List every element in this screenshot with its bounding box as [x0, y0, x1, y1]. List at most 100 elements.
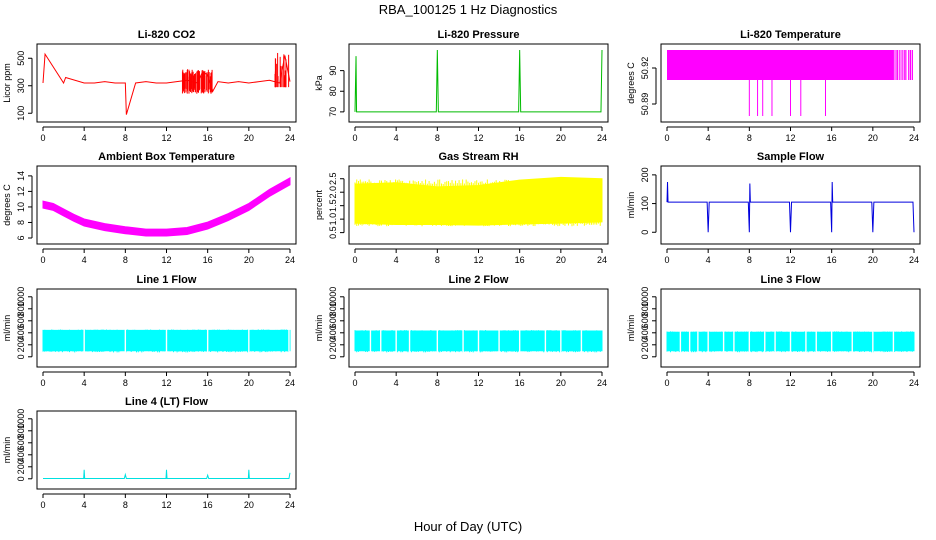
- y-tick-label: 1.5: [328, 199, 338, 212]
- plot-area: [42, 328, 291, 353]
- x-tick-label: 12: [161, 133, 171, 143]
- x-tick-label: 8: [747, 133, 752, 143]
- x-tick-label: 16: [515, 133, 525, 143]
- y-tick-label: 800: [328, 301, 338, 316]
- x-tick-label: 24: [285, 255, 295, 265]
- x-tick-label: 16: [827, 133, 837, 143]
- y-axis-label: kPa: [314, 75, 324, 91]
- y-tick-label: 6: [16, 235, 26, 240]
- plot-area: [354, 176, 603, 227]
- x-tick-label: 24: [909, 255, 919, 265]
- y-tick-label: 8: [16, 220, 26, 225]
- x-tick-label: 16: [203, 378, 213, 388]
- x-tick-label: 20: [244, 133, 254, 143]
- x-tick-label: 24: [597, 378, 607, 388]
- y-axis-label: degrees C: [626, 62, 636, 104]
- y-tick-label: 12: [16, 186, 26, 196]
- plot-frame: [348, 165, 609, 245]
- y-tick-label: 200: [16, 459, 26, 474]
- x-tick-label: 8: [123, 133, 128, 143]
- panel-sample_flow: Sample Flow ml/min 0 4 8 12 16 20 24 0 100 200: [626, 151, 921, 265]
- y-tick-label: 800: [640, 301, 650, 316]
- x-tick-label: 4: [394, 133, 399, 143]
- plot-area: [42, 52, 291, 115]
- x-tick-label: 20: [244, 255, 254, 265]
- y-tick-label: 400: [16, 325, 26, 340]
- y-axis-label: ml/min: [626, 192, 636, 219]
- y-axis-label: ml/min: [2, 437, 12, 464]
- x-tick-label: 12: [161, 500, 171, 510]
- plot-frame: [660, 288, 921, 368]
- x-tick-label: 16: [515, 378, 525, 388]
- x-tick-label: 0: [664, 255, 669, 265]
- y-tick-label: 600: [640, 313, 650, 328]
- x-tick-label: 8: [123, 378, 128, 388]
- plot-frame: [660, 165, 921, 245]
- y-tick-label: 1000: [16, 409, 26, 429]
- x-tick-label: 16: [203, 255, 213, 265]
- x-tick-label: 4: [706, 378, 711, 388]
- y-tick-label: 80: [328, 86, 338, 96]
- y-tick-label: 50.89: [640, 93, 650, 116]
- y-tick-label: 200: [640, 167, 650, 182]
- x-tick-label: 20: [868, 378, 878, 388]
- x-tick-label: 0: [40, 255, 45, 265]
- x-tick-label: 20: [868, 255, 878, 265]
- x-tick-label: 8: [435, 255, 440, 265]
- x-tick-label: 8: [747, 378, 752, 388]
- data-series: [42, 52, 291, 115]
- x-tick-label: 0: [352, 378, 357, 388]
- plot-frame: [36, 43, 297, 123]
- panel-co2: Li-820 CO2 Licor ppm 0 4 8 12 16 20 24 100 300 500: [2, 29, 297, 143]
- panel-line4: Line 4 (LT) Flow ml/min 0 4 8 12 16 20 24 0 200400…: [2, 396, 297, 510]
- panel-title: Li-820 CO2: [138, 29, 195, 41]
- figure-title: RBA_100125 1 Hz Diagnostics: [379, 2, 558, 17]
- y-tick-label: 400: [16, 447, 26, 462]
- y-tick-label: 0.5: [328, 226, 338, 239]
- plot-area: [666, 330, 915, 353]
- panel-rh: Gas Stream RH percent 0 4 8 12 16 20 24 0.51.01.5…: [314, 151, 609, 265]
- plot-frame: [660, 43, 921, 123]
- x-tick-label: 16: [827, 378, 837, 388]
- y-tick-label: 90: [328, 66, 338, 76]
- x-tick-label: 4: [82, 255, 87, 265]
- y-tick-label: 800: [16, 423, 26, 438]
- y-tick-label: 10: [16, 202, 26, 212]
- x-tick-label: 20: [556, 378, 566, 388]
- y-tick-label: 0: [16, 476, 26, 481]
- plot-area: [43, 469, 291, 479]
- x-tick-label: 24: [285, 500, 295, 510]
- y-tick-label: 300: [16, 78, 26, 93]
- x-tick-label: 0: [40, 133, 45, 143]
- x-tick-label: 24: [285, 133, 295, 143]
- x-tick-label: 4: [82, 500, 87, 510]
- x-tick-label: 12: [161, 255, 171, 265]
- x-tick-label: 0: [40, 500, 45, 510]
- x-tick-label: 0: [40, 378, 45, 388]
- y-axis-label: ml/min: [314, 315, 324, 342]
- panel-licor_temp: Li-820 Temperature degrees C 0 4 8 12 16 20 24 50…: [626, 29, 921, 143]
- x-tick-label: 16: [203, 500, 213, 510]
- panel-title: Line 1 Flow: [137, 274, 197, 286]
- x-tick-label: 16: [515, 255, 525, 265]
- y-tick-label: 2.5: [328, 172, 338, 185]
- y-tick-label: 600: [16, 313, 26, 328]
- x-tick-label: 4: [394, 378, 399, 388]
- x-tick-label: 4: [82, 378, 87, 388]
- x-tick-label: 16: [203, 133, 213, 143]
- panel-title: Line 4 (LT) Flow: [125, 396, 208, 408]
- figure-xlabel: Hour of Day (UTC): [414, 519, 522, 534]
- y-axis-label: percent: [314, 189, 324, 220]
- panel-title: Li-820 Pressure: [438, 29, 520, 41]
- x-tick-label: 12: [161, 378, 171, 388]
- x-tick-label: 4: [706, 255, 711, 265]
- x-tick-label: 8: [747, 255, 752, 265]
- panel-title: Li-820 Temperature: [740, 29, 841, 41]
- y-tick-label: 400: [328, 325, 338, 340]
- x-tick-label: 24: [597, 133, 607, 143]
- panel-title: Sample Flow: [757, 151, 825, 163]
- plot-frame: [348, 288, 609, 368]
- plot-area: [666, 182, 915, 233]
